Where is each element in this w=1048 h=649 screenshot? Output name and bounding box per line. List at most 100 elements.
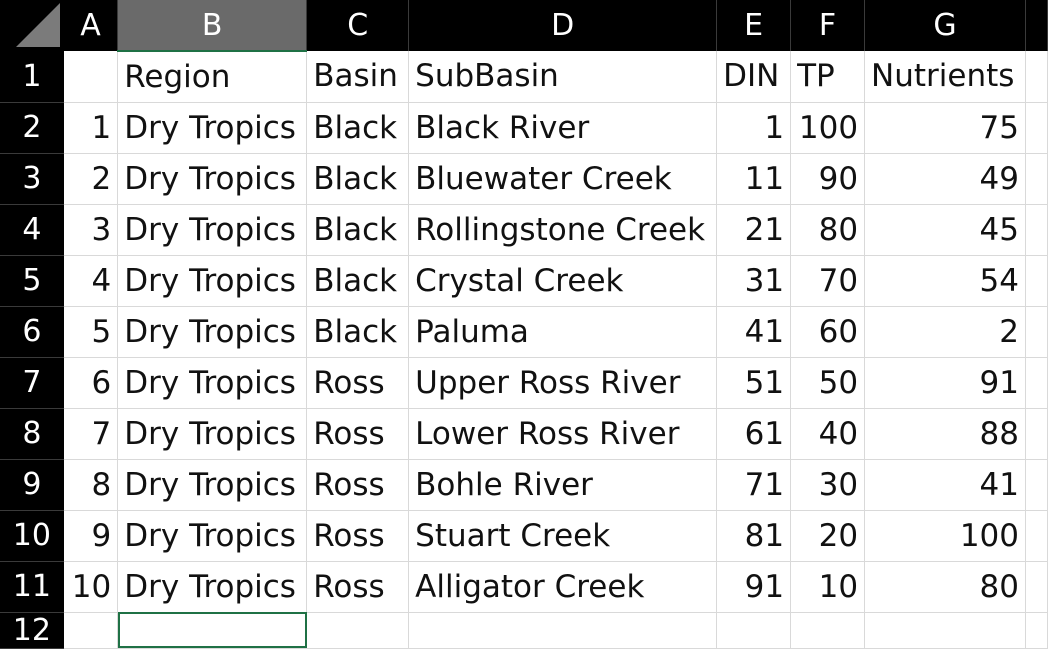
cell-c7[interactable]: Ross <box>306 357 410 409</box>
cell-f9[interactable]: 30 <box>790 459 866 511</box>
cell-a5[interactable]: 4 <box>63 255 119 307</box>
cell-d11[interactable]: Alligator Creek <box>408 561 718 613</box>
cell-e4[interactable]: 21 <box>716 204 792 256</box>
column-header-b[interactable]: B <box>117 0 308 52</box>
cell-d5[interactable]: Crystal Creek <box>408 255 718 307</box>
cell-a10[interactable]: 9 <box>63 510 119 562</box>
cell-b7[interactable]: Dry Tropics <box>117 357 308 409</box>
cell-b4[interactable]: Dry Tropics <box>117 204 308 256</box>
cell-c5[interactable]: Black <box>306 255 410 307</box>
cell-f3[interactable]: 90 <box>790 153 866 205</box>
row-header[interactable]: 11 <box>0 561 64 613</box>
cell-g10[interactable]: 100 <box>864 510 1026 562</box>
cell-d6[interactable]: Paluma <box>408 306 718 358</box>
cell-h9[interactable] <box>1025 459 1048 511</box>
row-header[interactable]: 5 <box>0 255 64 307</box>
cell-e2[interactable]: 1 <box>716 102 792 154</box>
cell-a4[interactable]: 3 <box>63 204 119 256</box>
column-header-a[interactable]: A <box>63 0 119 51</box>
cell-h12[interactable] <box>1025 612 1048 649</box>
cell-h10[interactable] <box>1025 510 1048 562</box>
cell-f5[interactable]: 70 <box>790 255 866 307</box>
row-header[interactable]: 7 <box>0 357 64 409</box>
cell-f8[interactable]: 40 <box>790 408 866 460</box>
cell-h6[interactable] <box>1025 306 1048 358</box>
cell-f10[interactable]: 20 <box>790 510 866 562</box>
cell-a9[interactable]: 8 <box>63 459 119 511</box>
cell-e5[interactable]: 31 <box>716 255 792 307</box>
cell-c8[interactable]: Ross <box>306 408 410 460</box>
cell-b5[interactable]: Dry Tropics <box>117 255 308 307</box>
cell-g11[interactable]: 80 <box>864 561 1026 613</box>
cell-c6[interactable]: Black <box>306 306 410 358</box>
cell-g8[interactable]: 88 <box>864 408 1026 460</box>
cell-d4[interactable]: Rollingstone Creek <box>408 204 718 256</box>
row-header[interactable]: 1 <box>0 51 64 103</box>
cell-a2[interactable]: 1 <box>63 102 119 154</box>
cell-c11[interactable]: Ross <box>306 561 410 613</box>
cell-d8[interactable]: Lower Ross River <box>408 408 718 460</box>
select-all-button[interactable] <box>0 0 64 51</box>
cell-d2[interactable]: Black River <box>408 102 718 154</box>
cell-g9[interactable]: 41 <box>864 459 1026 511</box>
cell-f7[interactable]: 50 <box>790 357 866 409</box>
cell-b8[interactable]: Dry Tropics <box>117 408 308 460</box>
cell-h7[interactable] <box>1025 357 1048 409</box>
cell-a12[interactable] <box>63 612 119 649</box>
row-header[interactable]: 2 <box>0 102 64 154</box>
cell-g5[interactable]: 54 <box>864 255 1026 307</box>
cell-h4[interactable] <box>1025 204 1048 256</box>
cell-g12[interactable] <box>864 612 1026 649</box>
cell-a1[interactable] <box>63 51 119 103</box>
cell-f6[interactable]: 60 <box>790 306 866 358</box>
cell-c10[interactable]: Ross <box>306 510 410 562</box>
cell-c1[interactable]: Basin <box>306 51 410 103</box>
column-header-e[interactable]: E <box>716 0 792 51</box>
cell-h5[interactable] <box>1025 255 1048 307</box>
cell-g1[interactable]: Nutrients <box>864 51 1026 103</box>
cell-e3[interactable]: 11 <box>716 153 792 205</box>
column-header-c[interactable]: C <box>306 0 410 51</box>
cell-b9[interactable]: Dry Tropics <box>117 459 308 511</box>
cell-g2[interactable]: 75 <box>864 102 1026 154</box>
cell-g6[interactable]: 2 <box>864 306 1026 358</box>
cell-e1[interactable]: DIN <box>716 51 792 103</box>
cell-d1[interactable]: SubBasin <box>408 51 718 103</box>
cell-c4[interactable]: Black <box>306 204 410 256</box>
cell-a7[interactable]: 6 <box>63 357 119 409</box>
cell-e12[interactable] <box>716 612 792 649</box>
column-header-f[interactable]: F <box>790 0 866 51</box>
cell-h11[interactable] <box>1025 561 1048 613</box>
cell-h3[interactable] <box>1025 153 1048 205</box>
cell-h8[interactable] <box>1025 408 1048 460</box>
cell-c2[interactable]: Black <box>306 102 410 154</box>
cell-g3[interactable]: 49 <box>864 153 1026 205</box>
cell-h2[interactable] <box>1025 102 1048 154</box>
row-header[interactable]: 4 <box>0 204 64 256</box>
cell-d12[interactable] <box>408 612 718 649</box>
cell-d3[interactable]: Bluewater Creek <box>408 153 718 205</box>
cell-f12[interactable] <box>790 612 866 649</box>
cell-c12[interactable] <box>306 612 410 649</box>
row-header[interactable]: 12 <box>0 612 64 649</box>
cell-h1[interactable] <box>1025 51 1048 103</box>
cell-e6[interactable]: 41 <box>716 306 792 358</box>
cell-f11[interactable]: 10 <box>790 561 866 613</box>
cell-a3[interactable]: 2 <box>63 153 119 205</box>
cell-a11[interactable]: 10 <box>63 561 119 613</box>
cell-e10[interactable]: 81 <box>716 510 792 562</box>
row-header[interactable]: 3 <box>0 153 64 205</box>
cell-b3[interactable]: Dry Tropics <box>117 153 308 205</box>
row-header[interactable]: 9 <box>0 459 64 511</box>
cell-b11[interactable]: Dry Tropics <box>117 561 308 613</box>
cell-f4[interactable]: 80 <box>790 204 866 256</box>
cell-f2[interactable]: 100 <box>790 102 866 154</box>
cell-e11[interactable]: 91 <box>716 561 792 613</box>
column-header-d[interactable]: D <box>408 0 718 51</box>
column-header-g[interactable]: G <box>864 0 1026 51</box>
cell-f1[interactable]: TP <box>790 51 866 103</box>
cell-b2[interactable]: Dry Tropics <box>117 102 308 154</box>
cell-g7[interactable]: 91 <box>864 357 1026 409</box>
cell-e9[interactable]: 71 <box>716 459 792 511</box>
cell-d9[interactable]: Bohle River <box>408 459 718 511</box>
